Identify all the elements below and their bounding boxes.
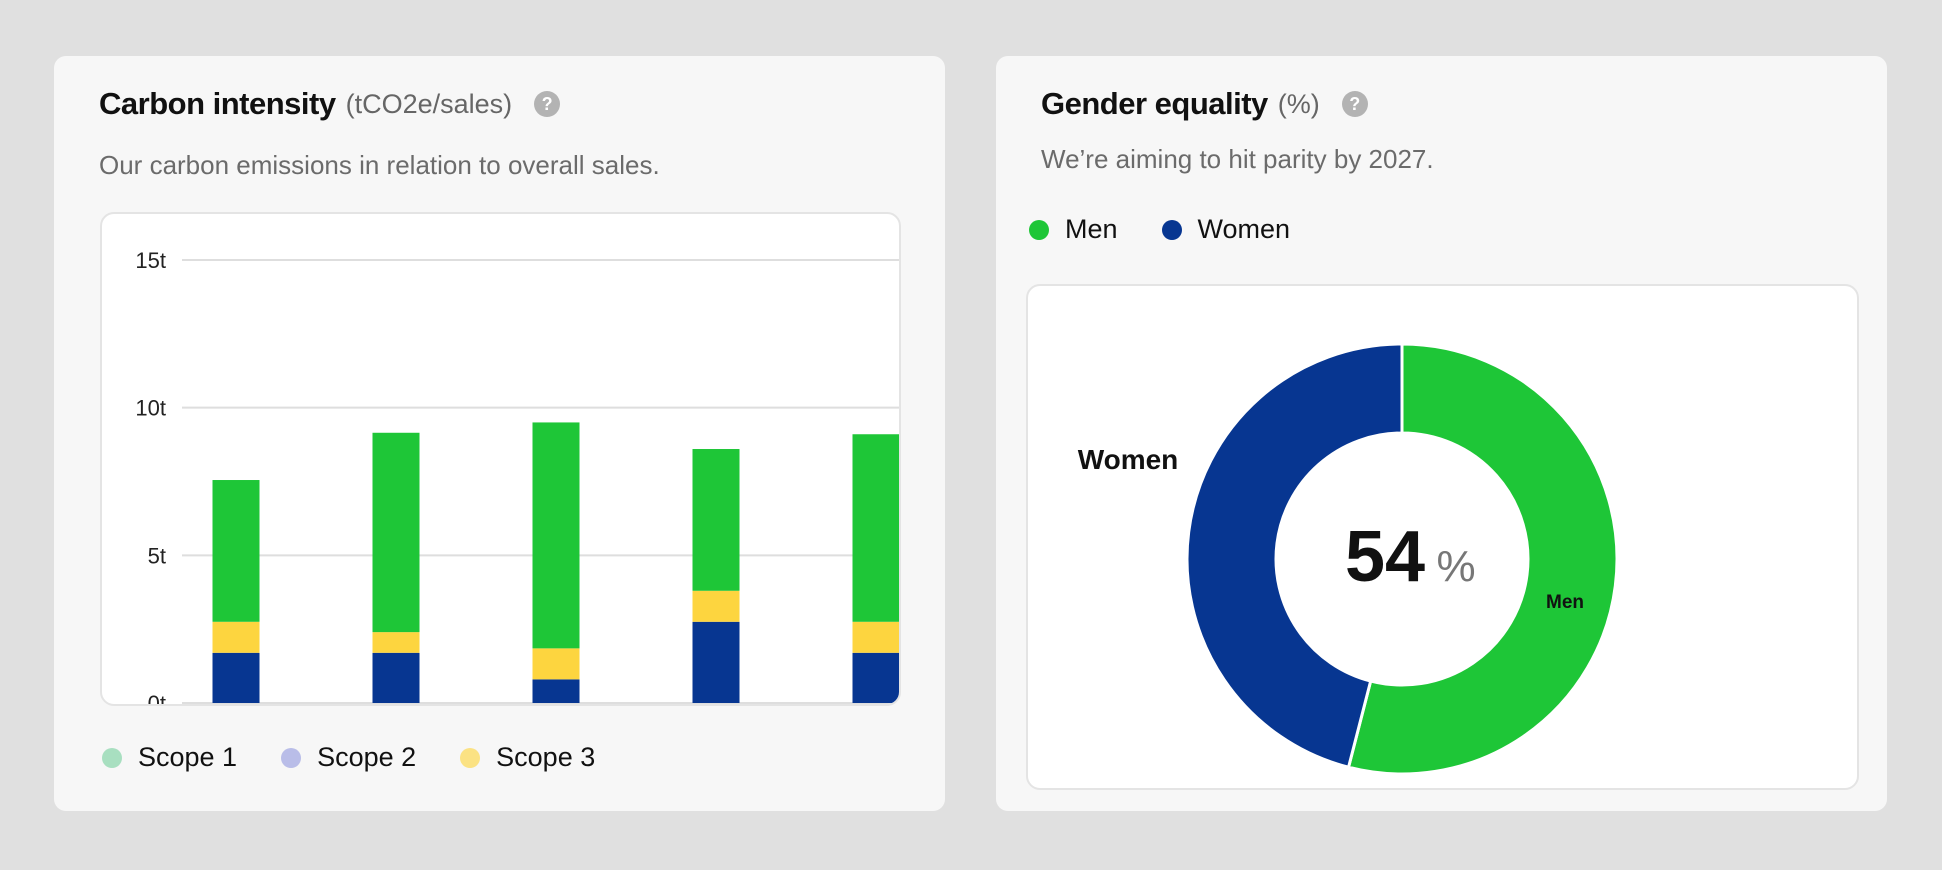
carbon-intensity-card: Carbon intensity (tCO2e/sales) ? Our car… (54, 56, 945, 811)
bar-segment (852, 652, 899, 703)
bar-segment (212, 480, 260, 622)
donut-chart-svg: Men Women 54% (1078, 342, 1619, 776)
men-dot-icon (1029, 219, 1049, 240)
carbon-title: Carbon intensity (99, 86, 336, 121)
gender-equality-card: Gender equality (%) ? We’re aiming to hi… (996, 56, 1887, 811)
center-value: 54 (1345, 517, 1425, 597)
carbon-title-row: Carbon intensity (tCO2e/sales) ? (99, 86, 561, 122)
gender-donut-chart: Men Women 54% (1026, 284, 1859, 790)
scope-3-dot-icon (460, 747, 481, 768)
slice-label-women: Women (1078, 444, 1179, 475)
center-unit: % (1436, 542, 1475, 591)
help-icon[interactable]: ? (1341, 91, 1368, 117)
bar-segment (532, 422, 580, 649)
legend-item-scope-2: Scope 2 (281, 742, 416, 773)
legend-label: Scope 1 (138, 742, 238, 772)
legend-label: Men (1065, 214, 1118, 244)
bar-segment (372, 432, 420, 633)
scope-2-dot-icon (281, 747, 302, 768)
carbon-unit: (tCO2e/sales) (345, 88, 513, 119)
slice-label-men: Men (1546, 592, 1584, 613)
y-tick-label: 5t (148, 543, 166, 568)
bar-chart-svg: 15t 10t 5t 0t (135, 248, 899, 704)
legend-item-women: Women (1161, 214, 1291, 245)
carbon-legend: Scope 1 Scope 2 Scope 3 (102, 742, 639, 773)
gender-title-row: Gender equality (%) ? (1041, 86, 1368, 122)
legend-item-scope-3: Scope 3 (460, 742, 595, 773)
gender-unit: (%) (1277, 88, 1320, 119)
carbon-subtitle: Our carbon emissions in relation to over… (99, 150, 660, 180)
bar-segment (212, 652, 260, 703)
help-icon[interactable]: ? (534, 91, 561, 117)
donut-slice-men (1346, 342, 1619, 776)
bar-segment (372, 632, 420, 653)
carbon-bar-chart: 15t 10t 5t 0t (100, 212, 901, 706)
legend-label: Scope 3 (496, 742, 596, 772)
bar-segment (692, 621, 740, 703)
legend-label: Women (1197, 214, 1291, 244)
scope-1-dot-icon (102, 747, 122, 768)
y-tick-label: 15t (135, 248, 166, 273)
bar-segment (532, 648, 580, 680)
y-tick-label: 0t (148, 691, 166, 704)
bar-segment (852, 621, 899, 653)
legend-item-men: Men (1029, 214, 1118, 245)
donut-slice-women (1185, 342, 1404, 770)
bar-segment (372, 652, 420, 703)
women-dot-icon (1161, 219, 1182, 240)
legend-item-scope-1: Scope 1 (102, 742, 237, 773)
legend-label: Scope 2 (317, 742, 417, 772)
y-tick-label: 10t (135, 396, 166, 421)
bar-segment (692, 449, 740, 591)
gender-subtitle: We’re aiming to hit parity by 2027. (1041, 144, 1434, 174)
bar-segment (692, 590, 740, 622)
bar-segment (852, 434, 899, 622)
gender-legend: Men Women (1029, 214, 1334, 245)
bar-segment (212, 621, 260, 653)
gender-title: Gender equality (1041, 86, 1268, 121)
bar-segment (532, 679, 580, 703)
